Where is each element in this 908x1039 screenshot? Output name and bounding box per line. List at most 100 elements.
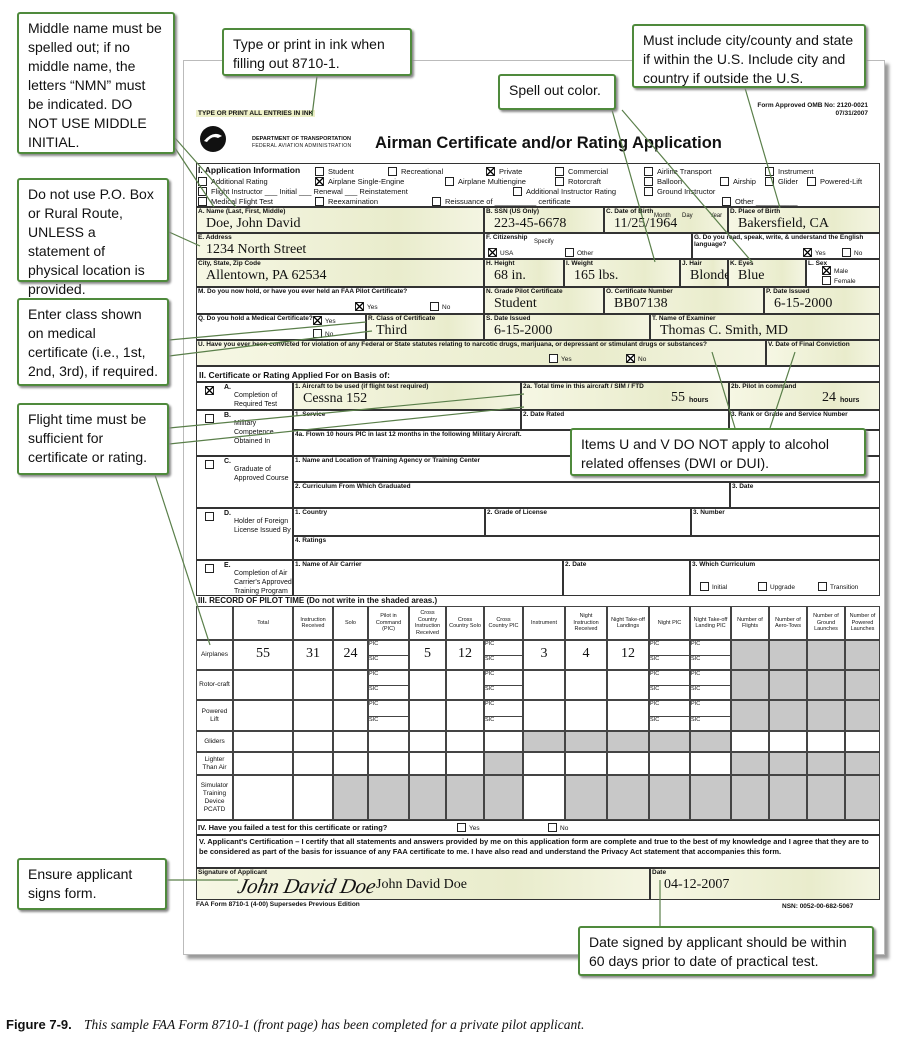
option-label: Other __________ <box>735 197 798 206</box>
field-sublabel: Specify <box>534 239 554 245</box>
table-cell <box>731 670 769 700</box>
cell-value: 24 <box>343 646 358 661</box>
form-field <box>563 560 690 596</box>
check-mark <box>205 386 214 395</box>
field-label: 2b. Pilot in command <box>731 383 797 390</box>
certification: V. Applicant's Certification – I certify… <box>196 835 880 868</box>
cell-value: 12 <box>458 646 472 661</box>
checkbox <box>765 167 774 176</box>
pic-label: PIC <box>691 671 701 677</box>
checkbox <box>644 167 653 176</box>
form-field <box>521 382 729 410</box>
check-mark <box>486 167 495 176</box>
basis-letter: B. <box>224 412 231 419</box>
checkbox <box>803 248 812 257</box>
option-label: Instrument <box>778 167 814 176</box>
checkbox-label: Female <box>834 278 856 285</box>
field-label: 2. Grade of License <box>487 509 547 516</box>
cell-value: 5 <box>424 646 431 661</box>
table-cell <box>731 775 769 820</box>
row-label: Gliders <box>196 731 233 752</box>
option-label: Rotorcraft <box>568 177 601 186</box>
checkbox <box>205 512 214 521</box>
table-cell <box>368 752 409 775</box>
sic-label: SIC <box>369 686 379 692</box>
table-cell <box>769 700 807 731</box>
table-cell <box>446 752 484 775</box>
table-cell <box>446 640 484 670</box>
pic-label: PIC <box>650 701 660 707</box>
table-cell <box>446 700 484 731</box>
checkbox <box>644 177 653 186</box>
field-value: Thomas C. Smith, MD <box>660 323 788 338</box>
field-value: 223-45-6678 <box>494 216 567 231</box>
checkbox <box>457 823 466 832</box>
form-field <box>293 560 563 596</box>
field-sublabel: Month <box>654 213 671 219</box>
table-cell <box>368 775 409 820</box>
callout: Must include city/county and state if wi… <box>632 24 866 88</box>
basis-label: Military Competence Obtained In <box>234 420 274 445</box>
callout: Type or print in ink when filling out 87… <box>222 28 412 76</box>
pic-label: PIC <box>485 701 495 707</box>
field-label: 4. Ratings <box>295 537 327 544</box>
table-cell <box>293 775 333 820</box>
table-cell <box>446 670 484 700</box>
cell-divider <box>484 655 523 656</box>
checkbox <box>513 187 522 196</box>
basis-letter: C. <box>224 458 231 465</box>
header-cell: Night PIC <box>649 606 690 640</box>
row-label: Powered Lift <box>196 700 233 731</box>
callout: Middle name must be spelled out; if no m… <box>17 12 175 154</box>
footer-right: NSN: 0052-00-682-5067 <box>782 903 854 910</box>
table-cell <box>333 731 368 752</box>
table-cell <box>293 670 333 700</box>
checkbox-label: Upgrade <box>770 584 795 591</box>
caption-text: This sample FAA Form 8710-1 (front page)… <box>84 1017 585 1032</box>
table-cell <box>523 731 565 752</box>
field-label: 3. Date <box>732 483 754 490</box>
checkbox <box>720 177 729 186</box>
checkbox <box>205 414 214 423</box>
pic-label: PIC <box>369 671 379 677</box>
cell-value: 12 <box>621 646 635 661</box>
option-label: Additional Rating <box>211 177 268 186</box>
section-heading: II. Certificate or Rating Applied For on… <box>196 366 880 382</box>
table-cell <box>484 731 523 752</box>
checkbox <box>722 197 731 206</box>
date-box <box>650 868 880 900</box>
checkbox-label: Yes <box>469 825 480 832</box>
field-label: E. Address <box>198 234 232 241</box>
table-cell <box>769 640 807 670</box>
section-heading: I. Application Information <box>198 165 301 175</box>
field-label: V. Date of Final Conviction <box>768 341 850 348</box>
field-sublabel: Day <box>682 213 693 219</box>
field-label: 1. Country <box>295 509 328 516</box>
cell-divider <box>649 715 690 717</box>
checkbox <box>807 177 816 186</box>
omb-date: 07/31/2007 <box>835 110 868 117</box>
form-field <box>650 314 880 340</box>
field-label: J. Hair <box>682 260 702 267</box>
option-label: Airplane Single-Engine <box>328 177 405 186</box>
table-cell <box>523 640 565 670</box>
field-label: 2. Date Rated <box>523 411 565 418</box>
sic-label: SIC <box>485 686 495 692</box>
sic-label: SIC <box>691 656 701 662</box>
header-cell: Night Instruction Received <box>565 606 607 640</box>
table-cell <box>845 670 880 700</box>
checkbox <box>488 248 497 257</box>
field-label: 2a. Total time in this aircraft / SIM / … <box>523 383 644 390</box>
checkbox-label: No <box>325 331 334 338</box>
sic-label: SIC <box>369 716 379 723</box>
checkbox <box>555 177 564 186</box>
table-cell <box>409 752 446 775</box>
sic-label: SIC <box>485 656 495 662</box>
table-cell <box>333 670 368 700</box>
field-value: Third <box>376 323 408 338</box>
cell-value: 4 <box>582 646 590 661</box>
basis-letter: D. <box>224 510 231 517</box>
field-value: 24 <box>822 390 836 405</box>
option-label: Glider <box>778 177 799 186</box>
table-cell <box>233 731 293 752</box>
